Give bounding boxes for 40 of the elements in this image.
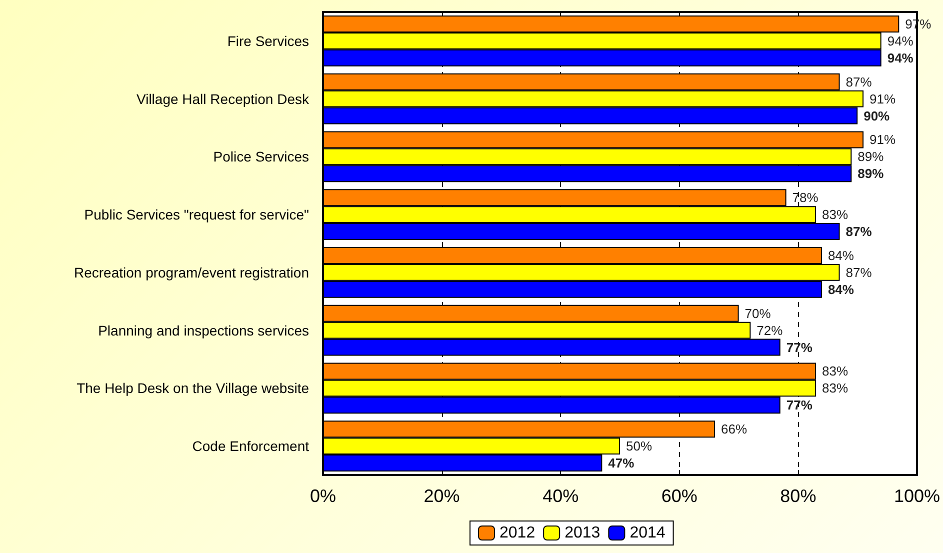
y-tick-label: Public Services "request for service": [84, 206, 310, 223]
data-label: 94%: [887, 50, 914, 66]
data-label: 84%: [828, 282, 854, 297]
data-label: 91%: [870, 91, 896, 106]
data-label: 70%: [744, 306, 772, 321]
data-label: 66%: [721, 422, 748, 437]
data-label: 77%: [786, 340, 813, 355]
data-label: 89%: [858, 166, 884, 182]
data-label: 50%: [626, 438, 652, 454]
data-label: 90%: [864, 108, 890, 124]
y-tick-label: Fire Services: [227, 32, 309, 49]
data-label: 87%: [846, 224, 872, 240]
data-label: 77%: [786, 398, 813, 413]
data-label: 87%: [846, 264, 872, 280]
x-tick-label: 60%: [661, 486, 698, 506]
y-tick-label: Recreation program/event registration: [74, 264, 309, 280]
data-label: 83%: [822, 364, 848, 379]
legend-label: 2012: [500, 524, 536, 542]
data-label: 91%: [870, 132, 896, 148]
data-label: 78%: [792, 190, 819, 206]
y-tick-label: Planning and inspections services: [98, 322, 309, 338]
data-label: 94%: [887, 33, 914, 48]
data-label: 83%: [822, 207, 848, 222]
x-tick-label: 40%: [542, 486, 579, 506]
data-label: 89%: [858, 149, 884, 164]
y-tick-label: Police Services: [213, 148, 309, 165]
legend-label: 2013: [564, 524, 600, 542]
x-tick-label: 100%: [894, 486, 940, 506]
y-tick-label: Code Enforcement: [192, 438, 310, 454]
data-label: 83%: [822, 380, 848, 396]
y-tick-label: Village Hall Reception Desk: [136, 90, 310, 107]
x-tick-label: 80%: [780, 486, 816, 506]
data-label: 47%: [608, 456, 635, 471]
x-tick-label: 0%: [310, 486, 336, 506]
x-tick-label: 20%: [424, 486, 460, 506]
data-label: 84%: [828, 248, 854, 263]
y-tick-label: The Help Desk on the Village website: [76, 380, 310, 396]
data-label: 72%: [756, 322, 784, 338]
legend-label: 2014: [630, 524, 666, 542]
data-label: 87%: [846, 74, 872, 90]
